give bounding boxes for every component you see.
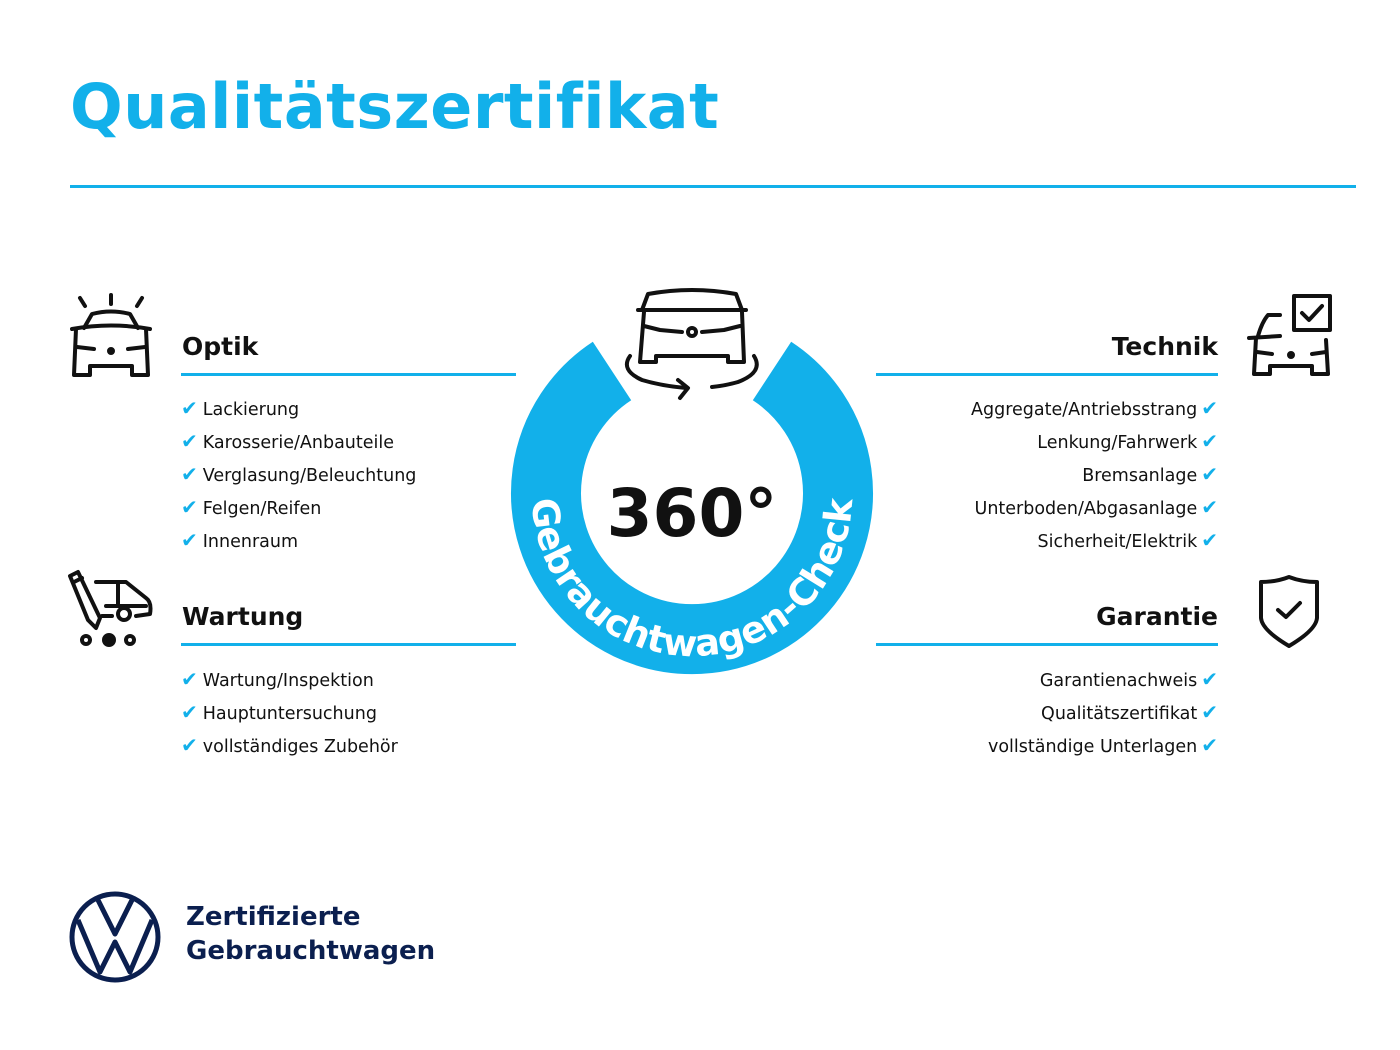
technik-divider bbox=[876, 373, 1218, 376]
list-item: Aggregate/Antriebsstrang ✔ bbox=[971, 396, 1218, 420]
list-item: ✔ Felgen/Reifen bbox=[181, 495, 322, 519]
optik-list: ✔ Lackierung ✔ Karosserie/Anbauteile ✔ Verg… bbox=[181, 392, 416, 557]
list-item: Bremsanlage ✔ bbox=[1082, 462, 1218, 486]
check-icon: ✔ bbox=[181, 528, 198, 552]
garantie-list: Garantienachweis ✔ Qualitätszertifikat ✔ v… bbox=[988, 663, 1218, 762]
list-item: vollständige Unterlagen ✔ bbox=[987, 733, 1218, 757]
check-icon: ✔ bbox=[181, 700, 198, 724]
technik-list: Aggregate/Antriebsstrang ✔ Lenkung/Fahrwe… bbox=[971, 392, 1218, 557]
list-item: ✔ Karosserie/Anbauteile bbox=[181, 429, 395, 453]
check-icon: ✔ bbox=[181, 429, 198, 453]
car-rotate-360-icon bbox=[625, 288, 759, 400]
360-check-badge: 360° Gebrauchtwagen-Check bbox=[511, 288, 873, 675]
wartung-list: ✔ Wartung/Inspektion ✔ Hauptuntersuchung ✔… bbox=[181, 663, 398, 762]
list-item: Lenkung/Fahrwerk ✔ bbox=[1037, 429, 1218, 453]
check-icon: ✔ bbox=[1201, 733, 1218, 757]
check-icon: ✔ bbox=[181, 667, 198, 691]
check-icon: ✔ bbox=[1201, 528, 1218, 552]
check-icon: ✔ bbox=[1201, 667, 1218, 691]
list-item: Garantienachweis ✔ bbox=[1039, 667, 1218, 691]
badge-ring bbox=[511, 341, 873, 675]
shield-check-icon bbox=[1259, 575, 1319, 648]
check-icon: ✔ bbox=[181, 733, 198, 757]
brand-line-2: Gebrauchtwagen bbox=[186, 936, 436, 966]
list-item: Qualitätszertifikat ✔ bbox=[1041, 700, 1218, 724]
wartung-divider bbox=[181, 643, 516, 646]
list-item: ✔ Innenraum bbox=[181, 528, 299, 552]
car-lights-icon bbox=[70, 293, 152, 377]
check-icon: ✔ bbox=[1201, 396, 1218, 420]
check-icon: ✔ bbox=[1201, 462, 1218, 486]
brand-text: Zertifizierte Gebrauchtwagen bbox=[186, 900, 435, 968]
vw-logo bbox=[69, 891, 161, 983]
check-icon: ✔ bbox=[181, 462, 198, 486]
check-icon: ✔ bbox=[1201, 495, 1218, 519]
list-item: ✔ Wartung/Inspektion bbox=[181, 667, 374, 691]
brand-line-1: Zertifizierte bbox=[186, 902, 361, 932]
garantie-divider bbox=[876, 643, 1218, 646]
list-item: ✔ Hauptuntersuchung bbox=[181, 700, 377, 724]
list-item: Unterboden/Abgasanlage ✔ bbox=[974, 495, 1218, 519]
list-item: ✔ vollständiges Zubehör bbox=[181, 733, 398, 757]
section-heading-optik: Optik bbox=[182, 332, 259, 361]
car-checkbox-icon bbox=[1247, 294, 1332, 376]
section-heading-wartung: Wartung bbox=[182, 602, 304, 631]
optik-divider bbox=[181, 373, 516, 376]
check-icon: ✔ bbox=[181, 396, 198, 420]
title-divider bbox=[70, 185, 1356, 188]
list-item: Sicherheit/Elektrik ✔ bbox=[1037, 528, 1218, 552]
check-icon: ✔ bbox=[181, 495, 198, 519]
section-heading-garantie: Garantie bbox=[1096, 602, 1218, 631]
check-icon: ✔ bbox=[1201, 429, 1218, 453]
list-item: ✔ Lackierung bbox=[181, 396, 300, 420]
check-icon: ✔ bbox=[1201, 700, 1218, 724]
list-item: ✔ Verglasung/Beleuchtung bbox=[181, 462, 417, 486]
van-pencil-icon bbox=[68, 570, 153, 647]
badge-value: 360° bbox=[607, 475, 778, 552]
section-heading-technik: Technik bbox=[1111, 332, 1218, 361]
page-title: Qualitätszertifikat bbox=[70, 70, 720, 143]
